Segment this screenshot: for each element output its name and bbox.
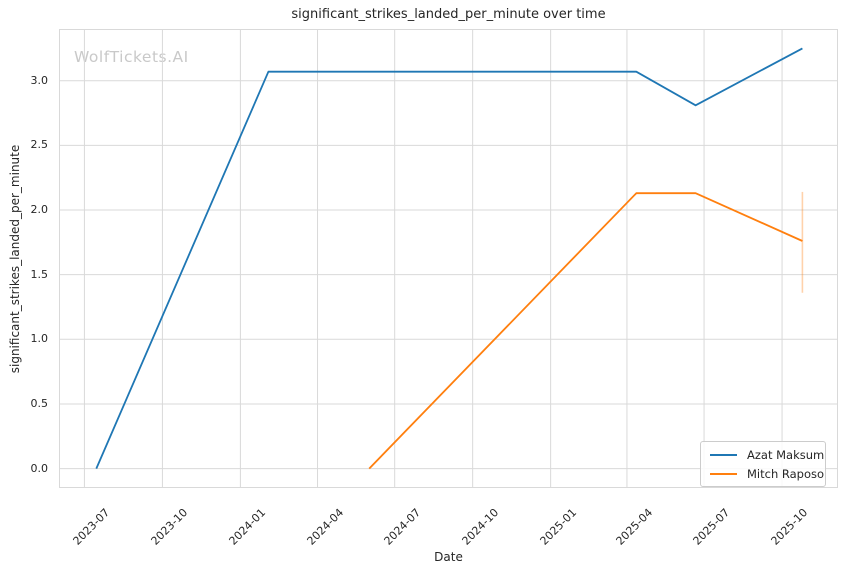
y-tick-label: 0.5	[30, 396, 49, 410]
watermark: WolfTickets.AI	[74, 48, 189, 66]
y-tick-label: 2.0	[30, 203, 49, 216]
y-tick-label: 2.5	[30, 138, 49, 152]
y-tick-label: 1.5	[30, 267, 49, 281]
plot-border	[59, 29, 838, 488]
series-line	[368, 192, 803, 470]
legend: Azat Maksum Mitch Raposo	[700, 441, 826, 487]
x-axis-label: Date	[434, 550, 463, 564]
legend-entry-mitch-raposo: Mitch Raposo	[710, 466, 824, 481]
plot-area	[59, 29, 838, 488]
y-tick-label: 0.0	[30, 461, 49, 475]
y-tick-label: 1.0	[30, 332, 49, 346]
legend-line-swatch-orange	[710, 472, 737, 475]
legend-entry-azat-maksum: Azat Maksum	[710, 447, 824, 462]
legend-line-swatch-blue	[710, 453, 737, 456]
legend-label: Azat Maksum	[747, 447, 825, 462]
legend-label: Mitch Raposo	[747, 466, 825, 481]
chart-title: significant_strikes_landed_per_minute ov…	[291, 7, 606, 22]
plot-canvas	[59, 29, 838, 488]
y-axis-label: significant_strikes_landed_per_minute	[8, 144, 22, 374]
y-tick-label: 3.0	[30, 73, 49, 87]
series-line	[95, 47, 803, 469]
